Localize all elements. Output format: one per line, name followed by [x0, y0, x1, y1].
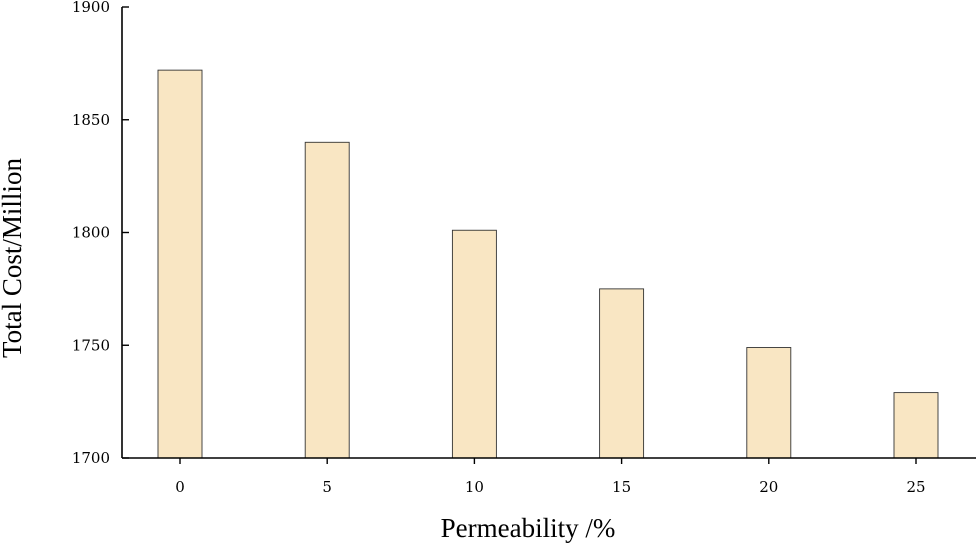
x-tick-label: 15: [612, 478, 631, 496]
x-ticks-group: 0 5 10 15 20 25: [175, 458, 926, 496]
y-tick-label: 1800: [72, 224, 110, 242]
x-tick-label: 10: [465, 478, 484, 496]
bar-25: [893, 392, 939, 459]
y-tick-label: 1750: [72, 336, 110, 354]
x-tick-label: 25: [906, 478, 925, 496]
bar-5: [304, 141, 350, 459]
axes-group: [121, 7, 976, 459]
bar-0: [157, 69, 203, 459]
x-tick-label: 20: [759, 478, 778, 496]
y-tick-label: 1900: [72, 0, 110, 16]
bar-10: [451, 229, 497, 459]
x-tick-label: 0: [175, 478, 185, 496]
bar-15: [599, 288, 645, 459]
y-axis-title: Total Cost/Million: [0, 158, 27, 358]
bar-20: [746, 347, 792, 459]
y-tick-label: 1850: [72, 111, 110, 129]
x-axis-title: Permeability /%: [441, 513, 616, 543]
bars-group: [157, 69, 939, 459]
y-ticks-group: 1700 1750 1800 1850 1900: [72, 0, 129, 467]
x-tick-label: 5: [322, 478, 332, 496]
y-tick-label: 1700: [72, 449, 110, 467]
